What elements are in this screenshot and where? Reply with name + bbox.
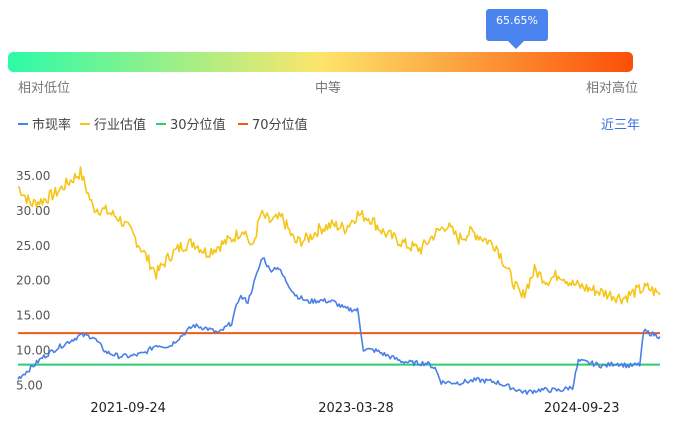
y-axis: 5.00 10.00 15.00 20.00 25.00 30.00 35.00 xyxy=(16,169,50,393)
percentile-bubble-box xyxy=(486,9,548,41)
series-line-0 xyxy=(17,257,661,396)
x-axis: 2021-09-24 2023-03-28 2024-09-23 xyxy=(90,401,619,416)
plot-area xyxy=(17,166,661,396)
x-tick-label: 2024-09-23 xyxy=(544,401,620,416)
y-tick-label: 5.00 xyxy=(16,379,43,393)
percentile-value: 65.65% xyxy=(496,14,538,27)
x-tick-label: 2023-03-28 xyxy=(318,401,394,416)
y-tick-label: 35.00 xyxy=(16,169,50,183)
y-tick-label: 20.00 xyxy=(16,274,50,288)
series-line-1 xyxy=(17,166,661,305)
gauge-mid-label: 中等 xyxy=(315,80,341,96)
legend-item[interactable]: 30分位值 xyxy=(170,117,226,133)
x-tick-label: 2021-09-24 xyxy=(90,401,166,416)
y-tick-label: 30.00 xyxy=(16,204,50,218)
legend-item[interactable]: 市现率 xyxy=(32,117,71,133)
time-range-button[interactable]: 近三年 xyxy=(601,118,640,133)
legend-item[interactable]: 70分位值 xyxy=(252,117,308,133)
y-tick-label: 25.00 xyxy=(16,239,50,253)
gauge-high-label: 相对高位 xyxy=(586,80,638,96)
gauge-low-label: 相对低位 xyxy=(18,81,70,96)
y-tick-label: 10.00 xyxy=(16,344,50,358)
percentile-gauge-bar xyxy=(8,52,633,72)
legend-item[interactable]: 行业估值 xyxy=(94,117,146,133)
percentile-bubble: 65.65% xyxy=(486,9,548,49)
percentile-bubble-pointer xyxy=(508,41,524,49)
y-tick-label: 15.00 xyxy=(16,309,50,323)
legend: 市现率 行业估值 30分位值 70分位值 xyxy=(18,117,308,133)
